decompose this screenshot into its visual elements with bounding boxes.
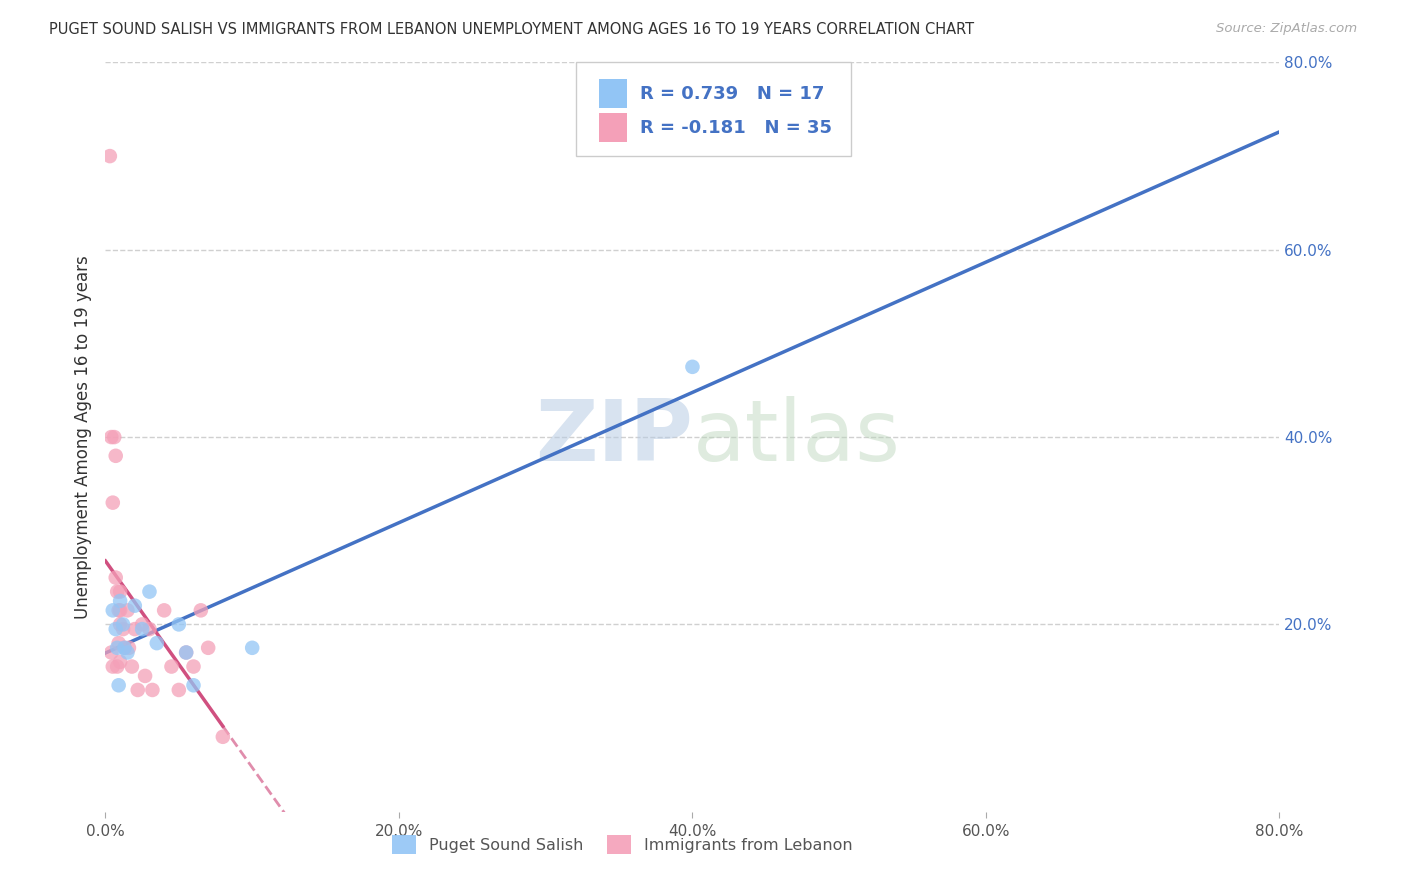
Point bbox=[682, 359, 704, 374]
Point bbox=[105, 640, 128, 655]
Point bbox=[98, 149, 121, 163]
Point bbox=[112, 617, 135, 632]
Point bbox=[117, 603, 139, 617]
Text: R = -0.181   N = 35: R = -0.181 N = 35 bbox=[640, 119, 832, 136]
Point bbox=[197, 640, 219, 655]
Point bbox=[167, 617, 190, 632]
Point bbox=[101, 603, 124, 617]
Point bbox=[138, 622, 160, 636]
Point bbox=[121, 659, 143, 673]
Legend: Puget Sound Salish, Immigrants from Lebanon: Puget Sound Salish, Immigrants from Leba… bbox=[385, 829, 859, 860]
Point bbox=[124, 599, 146, 613]
Point bbox=[190, 603, 212, 617]
Point bbox=[108, 594, 131, 608]
Point bbox=[100, 430, 122, 444]
Text: Source: ZipAtlas.com: Source: ZipAtlas.com bbox=[1216, 22, 1357, 36]
Point bbox=[131, 622, 153, 636]
Text: atlas: atlas bbox=[693, 395, 900, 479]
Point bbox=[104, 449, 127, 463]
Point bbox=[138, 584, 160, 599]
Point bbox=[174, 646, 197, 660]
Point bbox=[118, 640, 141, 655]
Point bbox=[112, 622, 135, 636]
Point bbox=[107, 678, 129, 692]
Point bbox=[127, 683, 149, 698]
Point bbox=[211, 730, 233, 744]
Point bbox=[108, 655, 131, 669]
Point bbox=[101, 496, 124, 510]
Point bbox=[153, 603, 176, 617]
Point bbox=[174, 646, 197, 660]
Point bbox=[146, 636, 169, 650]
Point bbox=[114, 640, 136, 655]
Y-axis label: Unemployment Among Ages 16 to 19 years: Unemployment Among Ages 16 to 19 years bbox=[73, 255, 91, 619]
Point bbox=[114, 640, 136, 655]
Point bbox=[117, 646, 139, 660]
Point bbox=[107, 636, 129, 650]
Point bbox=[160, 659, 183, 673]
Point bbox=[131, 617, 153, 632]
Point bbox=[124, 622, 146, 636]
Point bbox=[108, 617, 131, 632]
Point bbox=[108, 584, 131, 599]
Point bbox=[100, 646, 122, 660]
Point bbox=[141, 683, 163, 698]
Text: R = 0.739   N = 17: R = 0.739 N = 17 bbox=[640, 85, 824, 103]
Point bbox=[105, 659, 128, 673]
Point bbox=[104, 571, 127, 585]
Point bbox=[101, 659, 124, 673]
Point bbox=[105, 584, 128, 599]
Point bbox=[240, 640, 263, 655]
Point bbox=[167, 683, 190, 698]
Point bbox=[107, 603, 129, 617]
Text: PUGET SOUND SALISH VS IMMIGRANTS FROM LEBANON UNEMPLOYMENT AMONG AGES 16 TO 19 Y: PUGET SOUND SALISH VS IMMIGRANTS FROM LE… bbox=[49, 22, 974, 37]
Point bbox=[183, 659, 205, 673]
Point bbox=[134, 669, 156, 683]
Text: ZIP: ZIP bbox=[534, 395, 693, 479]
Point bbox=[183, 678, 205, 692]
Point bbox=[108, 603, 131, 617]
Point bbox=[103, 430, 125, 444]
Point bbox=[104, 622, 127, 636]
